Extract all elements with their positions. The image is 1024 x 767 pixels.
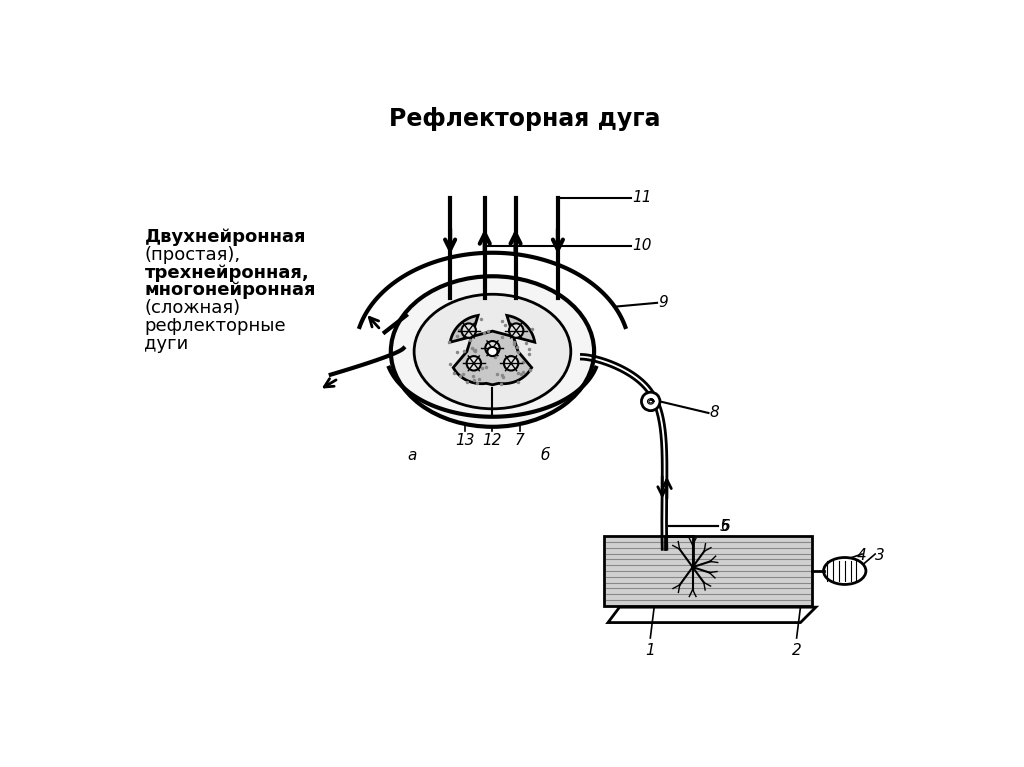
Text: 13: 13 [456,433,475,448]
Circle shape [504,356,518,370]
Text: 3: 3 [874,548,885,563]
Circle shape [485,341,500,355]
Circle shape [509,324,523,337]
Text: трехнейронная,: трехнейронная, [144,264,309,281]
Text: 8: 8 [710,406,720,420]
Circle shape [467,356,481,370]
Text: 9: 9 [658,295,669,311]
Ellipse shape [487,347,498,356]
Text: Рефлекторная дуга: Рефлекторная дуга [389,107,660,130]
Polygon shape [604,536,812,606]
Text: 11: 11 [633,190,652,206]
Text: (простая),: (простая), [144,246,241,264]
Text: Двухнейронная: Двухнейронная [144,229,306,246]
Text: (сложная): (сложная) [144,299,241,318]
Text: б: б [541,449,550,463]
Circle shape [462,324,476,337]
Text: рефлекторные: рефлекторные [144,317,286,335]
Text: 1: 1 [645,643,655,657]
Text: 7: 7 [515,433,524,448]
Text: 5: 5 [720,518,730,534]
Text: 4: 4 [857,548,867,563]
Text: 12: 12 [482,433,502,448]
Ellipse shape [414,295,570,409]
Circle shape [641,392,659,410]
Ellipse shape [823,558,866,584]
Text: многонейронная: многонейронная [144,281,316,299]
Text: а: а [408,449,417,463]
Ellipse shape [391,276,594,426]
Polygon shape [451,315,535,385]
Text: дуги: дуги [144,334,188,353]
Text: 6: 6 [720,518,730,534]
Text: 10: 10 [633,238,652,253]
Text: 2: 2 [792,643,802,657]
